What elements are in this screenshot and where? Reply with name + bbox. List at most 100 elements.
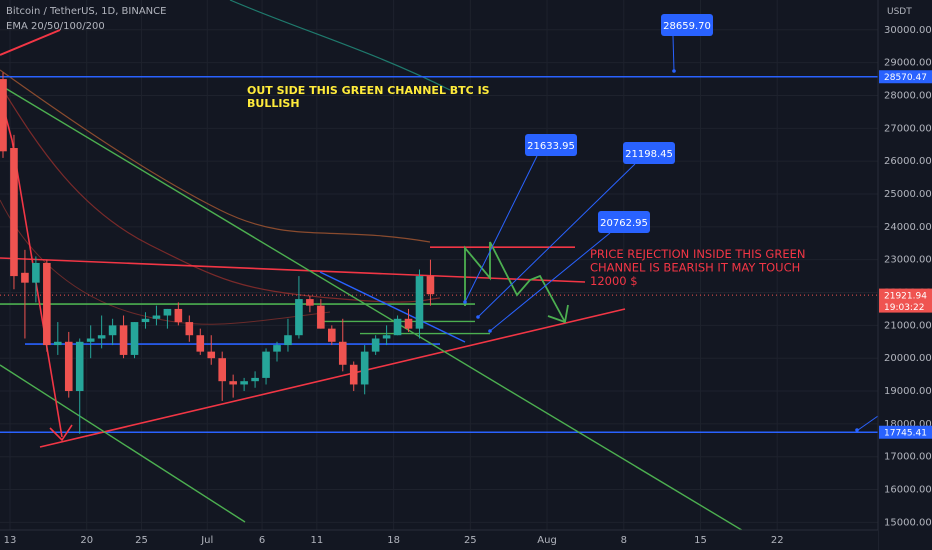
projection-zigzag xyxy=(464,241,566,323)
callout-pointer xyxy=(489,232,611,332)
price-tag-box xyxy=(879,288,932,313)
annotations: 28659.70 21633.95 21198.45 20762.95 OUT SIDE… xyxy=(247,14,879,432)
candle xyxy=(97,335,106,339)
ema-line xyxy=(229,0,451,91)
ema-lines xyxy=(0,0,451,325)
candle xyxy=(218,358,226,382)
candle xyxy=(262,351,270,378)
candle xyxy=(54,341,62,346)
y-tick-label: 26000.00 xyxy=(884,156,932,167)
candle xyxy=(119,325,128,355)
candle xyxy=(349,364,358,385)
drawings xyxy=(0,29,878,550)
indicator-label: EMA 20/50/100/200 xyxy=(6,21,105,32)
candle xyxy=(43,262,51,346)
y-tick-label: 28000.00 xyxy=(884,90,932,101)
candle xyxy=(360,351,369,385)
y-tick-label: 23000.00 xyxy=(884,255,932,266)
candle xyxy=(21,272,29,283)
candles xyxy=(0,72,435,434)
candle xyxy=(152,315,161,319)
candle xyxy=(108,325,117,336)
annotation-bearish: CHANNEL IS BEARISH IT MAY TOUCH xyxy=(590,261,800,275)
target-label: 21633.95 xyxy=(527,141,575,152)
y-tick-label: 15000.00 xyxy=(884,517,932,528)
candle xyxy=(273,345,281,352)
target-label-box xyxy=(623,142,675,164)
x-tick-label: 8 xyxy=(621,535,627,546)
y-tick-label: 27000.00 xyxy=(884,123,932,134)
callout-anchor xyxy=(463,300,467,304)
ema-line xyxy=(0,199,331,325)
trend-line xyxy=(39,308,626,448)
price-axis xyxy=(878,0,932,550)
x-tick-label: 22 xyxy=(771,535,784,546)
candle xyxy=(371,338,380,352)
x-tick-label: 18 xyxy=(387,535,400,546)
y-tick-label: 30000.00 xyxy=(884,25,932,36)
candle xyxy=(0,79,7,152)
x-tick-label: Aug xyxy=(537,535,557,546)
target-label-box xyxy=(661,14,713,36)
x-tick-label: Jul xyxy=(200,535,213,546)
candle xyxy=(229,381,237,385)
target-label-box xyxy=(598,211,650,233)
target-label: 28659.70 xyxy=(663,21,711,32)
price-tag-countdown: 19:03:22 xyxy=(884,303,924,313)
trend-line xyxy=(0,257,586,283)
time-axis xyxy=(0,530,878,550)
candle xyxy=(317,305,325,329)
y-tick-label: 29000.00 xyxy=(884,58,932,69)
target-label-box xyxy=(525,134,577,156)
candle xyxy=(32,262,40,283)
x-tick-label: 15 xyxy=(694,535,707,546)
annotation-bearish: PRICE REJECTION INSIDE THIS GREEN xyxy=(590,247,805,261)
candle xyxy=(295,299,303,336)
x-tick-label: 13 xyxy=(4,535,17,546)
target-label: 21198.45 xyxy=(625,149,673,160)
candle xyxy=(141,318,150,323)
y-tick-label: 18000.00 xyxy=(884,419,932,430)
candle xyxy=(163,308,172,316)
annotation-bullish: OUT SIDE THIS GREEN CHANNEL BTC IS xyxy=(247,84,490,97)
callout-anchor xyxy=(488,329,492,333)
y-tick-label: 21000.00 xyxy=(884,320,932,331)
candle xyxy=(426,276,435,295)
y-tick-label: 24000.00 xyxy=(884,222,932,233)
annotation-bearish: 12000 $ xyxy=(590,274,638,288)
y-tick-label: 25000.00 xyxy=(884,189,932,200)
y-tick-label: 19000.00 xyxy=(884,386,932,397)
chart-grid xyxy=(0,0,878,530)
price-tag: 17745.41 xyxy=(884,429,927,439)
candle xyxy=(415,276,424,329)
candle xyxy=(338,341,347,365)
candle xyxy=(284,335,292,346)
candle xyxy=(207,351,216,359)
candle xyxy=(306,299,314,306)
callout-pointer xyxy=(477,163,636,318)
projection-arrow-head xyxy=(547,304,569,324)
candle xyxy=(130,322,139,355)
candle xyxy=(75,341,84,392)
candle xyxy=(240,381,248,385)
ema-line xyxy=(0,84,441,303)
price-tag-box xyxy=(879,70,932,84)
callout-anchor xyxy=(672,69,676,73)
callout-pointer xyxy=(857,415,879,431)
candle xyxy=(404,318,413,329)
channel-diagonal xyxy=(0,84,776,550)
callout-pointer xyxy=(672,35,675,72)
candle xyxy=(10,148,18,277)
annotation-bullish: BULLISH xyxy=(247,97,300,110)
y-tick-label: 17000.00 xyxy=(884,452,932,463)
candle xyxy=(64,341,73,392)
axis-unit: USDT xyxy=(887,7,912,17)
candle xyxy=(196,335,205,352)
price-tag: 21921.94 xyxy=(884,292,927,302)
arrow-line xyxy=(0,94,63,438)
arrow-head xyxy=(49,424,73,442)
y-tick-label: 20000.00 xyxy=(884,353,932,364)
callout-anchor xyxy=(476,315,480,319)
x-tick-label: 6 xyxy=(259,535,265,546)
